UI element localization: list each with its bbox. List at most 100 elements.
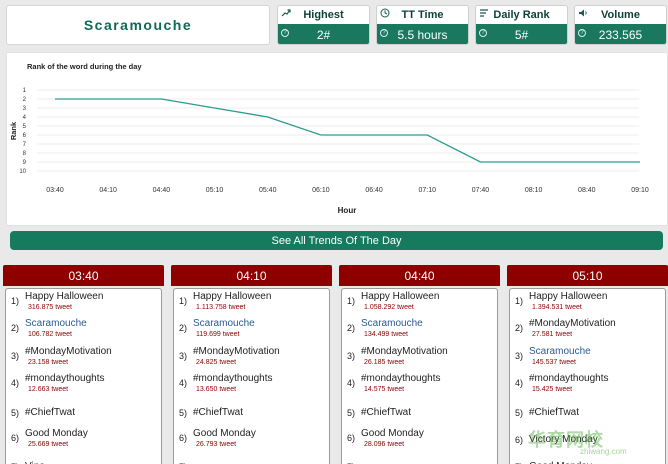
clock-icon xyxy=(380,8,390,18)
column-time-header[interactable]: 04:10 xyxy=(171,265,332,286)
list-item[interactable]: 2) Scaramouche 134.499 tweet xyxy=(342,316,497,343)
list-item[interactable]: 7) xyxy=(342,453,497,464)
list-item[interactable]: 7) Good Monday xyxy=(510,453,665,464)
trend-list: 1) Happy Halloween 316.875 tweet 2) Scaramou… xyxy=(5,288,162,464)
x-tick-label: 06:40 xyxy=(365,187,383,194)
column-time-header[interactable]: 03:40 xyxy=(3,265,164,286)
trend-name[interactable]: Happy Halloween xyxy=(361,291,440,302)
tweet-count: 27.581 tweet xyxy=(532,331,573,338)
trend-name[interactable]: Good Monday xyxy=(25,428,88,439)
y-tick-label: 10 xyxy=(19,169,26,175)
trend-name[interactable]: #ChiefTwat xyxy=(529,407,580,418)
list-item[interactable]: 4) #mondaythoughts 13.650 tweet xyxy=(174,371,329,398)
trend-name[interactable]: Happy Halloween xyxy=(529,291,608,302)
trend-name[interactable]: #ChiefTwat xyxy=(25,407,76,418)
list-item[interactable]: 7) xyxy=(174,453,329,464)
y-tick-label: 4 xyxy=(23,115,27,121)
watermark-sub: zhiwang.com xyxy=(580,447,627,456)
rank-number: 7) xyxy=(347,462,355,464)
info-icon[interactable]: ? xyxy=(578,29,586,37)
rank-number: 6) xyxy=(179,433,188,443)
trend-up-icon xyxy=(281,9,291,17)
trend-name[interactable]: #MondayMotivation xyxy=(193,346,280,357)
tweet-count: 1.113.758 tweet xyxy=(196,304,246,311)
trend-list: 1) Happy Halloween 1.394.531 tweet 2) #Monda… xyxy=(509,288,666,464)
trend-name[interactable]: Victory Monday xyxy=(529,434,598,445)
tweet-count: 1.394.531 tweet xyxy=(532,304,582,311)
list-item[interactable]: 4) #mondaythoughts 15.425 tweet xyxy=(510,371,665,398)
trend-name[interactable]: Good Monday xyxy=(193,428,256,439)
trend-name[interactable]: Scaramouche xyxy=(529,346,591,357)
list-item[interactable]: 3) #MondayMotivation 26.185 tweet xyxy=(342,344,497,371)
x-tick-label: 09:10 xyxy=(631,187,649,194)
y-tick-label: 5 xyxy=(23,124,27,130)
rank-number: 4) xyxy=(515,378,524,388)
info-icon[interactable]: ? xyxy=(479,29,487,37)
list-item[interactable]: 6) Good Monday 28.096 tweet xyxy=(342,426,497,453)
trend-name[interactable]: #MondayMotivation xyxy=(361,346,448,357)
trend-name[interactable]: #mondaythoughts xyxy=(193,373,273,384)
list-item[interactable]: 2) Scaramouche 119.699 tweet xyxy=(174,316,329,343)
list-item[interactable]: 2) #MondayMotivation 27.581 tweet xyxy=(510,316,665,343)
trend-name[interactable]: Scaramouche xyxy=(361,318,423,329)
list-item[interactable]: 7) Vine xyxy=(6,453,161,464)
trend-list: 1) Happy Halloween 1.058.292 tweet 2) Scaram… xyxy=(341,288,498,464)
trend-name[interactable]: Scaramouche xyxy=(25,318,87,329)
watermark-logo: 华育网校 xyxy=(528,430,604,450)
tweet-count: 26.185 tweet xyxy=(364,359,405,366)
trend-name[interactable]: Good Monday xyxy=(529,461,592,464)
list-item[interactable]: 6) Good Monday 26.793 tweet xyxy=(174,426,329,453)
list-item[interactable]: 1) Happy Halloween 316.875 tweet xyxy=(6,289,161,316)
list-item[interactable]: 4) #mondaythoughts 12.663 tweet xyxy=(6,371,161,398)
rank-number: 3) xyxy=(11,351,20,361)
trend-name[interactable]: Good Monday xyxy=(361,428,424,439)
info-icon[interactable]: ? xyxy=(380,29,388,37)
tweet-count: 25.669 tweet xyxy=(28,441,69,448)
x-tick-label: 06:10 xyxy=(312,187,330,194)
list-item[interactable]: 3) Scaramouche 145.537 tweet xyxy=(510,344,665,371)
stat-highest: Highest ? 2# xyxy=(277,5,370,45)
list-item[interactable]: 6) Good Monday 25.669 tweet xyxy=(6,426,161,453)
column-time-header[interactable]: 04:40 xyxy=(339,265,500,286)
rank-number: 5) xyxy=(347,408,356,418)
see-all-trends-button[interactable]: See All Trends Of The Day xyxy=(10,231,663,250)
rank-number: 2) xyxy=(11,323,20,333)
list-item[interactable]: 5) #ChiefTwat xyxy=(174,399,329,426)
column-time-header[interactable]: 05:10 xyxy=(507,265,668,286)
trend-name[interactable]: #mondaythoughts xyxy=(25,373,105,384)
trend-name[interactable]: Happy Halloween xyxy=(25,291,104,302)
list-item[interactable]: 1) Happy Halloween 1.058.292 tweet xyxy=(342,289,497,316)
x-tick-label: 07:40 xyxy=(472,187,490,194)
trend-name[interactable]: Happy Halloween xyxy=(193,291,272,302)
list-item[interactable]: 4) #mondaythoughts 14.575 tweet xyxy=(342,371,497,398)
chart-ylabel: Rank xyxy=(9,121,18,140)
list-item[interactable]: 6) Victory Monday xyxy=(510,426,665,453)
tweet-count: 28.096 tweet xyxy=(364,441,405,448)
list-item[interactable]: 5) #ChiefTwat xyxy=(510,399,665,426)
trend-name[interactable]: #MondayMotivation xyxy=(529,318,616,329)
list-item[interactable]: 5) #ChiefTwat xyxy=(6,399,161,426)
rank-number: 1) xyxy=(347,296,356,306)
tweet-count: 24.825 tweet xyxy=(196,359,237,366)
x-tick-label: 04:40 xyxy=(153,187,171,194)
tweet-count: 145.537 tweet xyxy=(532,359,576,366)
trend-name[interactable]: #ChiefTwat xyxy=(361,407,412,418)
list-item[interactable]: 3) #MondayMotivation 23.158 tweet xyxy=(6,344,161,371)
tweet-count: 14.575 tweet xyxy=(364,386,405,393)
rank-chart: Rank of the word during the day Rank Hou… xyxy=(6,52,668,226)
list-item[interactable]: 3) #MondayMotivation 24.825 tweet xyxy=(174,344,329,371)
trend-name[interactable]: #mondaythoughts xyxy=(529,373,609,384)
info-icon[interactable]: ? xyxy=(281,29,289,37)
trend-name[interactable]: #MondayMotivation xyxy=(25,346,112,357)
rank-number: 2) xyxy=(347,323,356,333)
list-item[interactable]: 5) #ChiefTwat xyxy=(342,399,497,426)
stat-volume: Volume ? 233.565 xyxy=(574,5,667,45)
trend-name[interactable]: #ChiefTwat xyxy=(193,407,244,418)
trend-name[interactable]: Scaramouche xyxy=(193,318,255,329)
tweet-count: 106.782 tweet xyxy=(28,331,72,338)
list-item[interactable]: 2) Scaramouche 106.782 tweet xyxy=(6,316,161,343)
list-item[interactable]: 1) Happy Halloween 1.394.531 tweet xyxy=(510,289,665,316)
trend-name[interactable]: Vine xyxy=(25,461,45,464)
list-item[interactable]: 1) Happy Halloween 1.113.758 tweet xyxy=(174,289,329,316)
trend-name[interactable]: #mondaythoughts xyxy=(361,373,441,384)
